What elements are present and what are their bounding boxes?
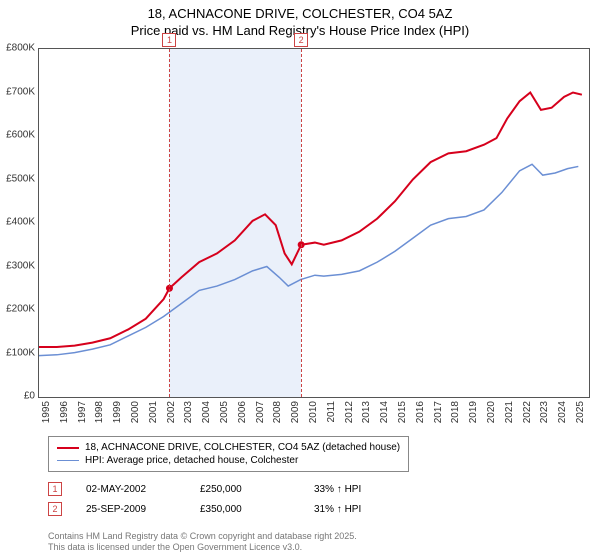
x-tick-label: 2009 xyxy=(290,401,301,423)
sales-table: 1 02-MAY-2002 £250,000 33% ↑ HPI 2 25-SE… xyxy=(48,482,404,522)
x-tick-label: 1999 xyxy=(112,401,123,423)
sale-marker-box: 1 xyxy=(48,482,62,496)
marker-box: 1 xyxy=(162,33,176,47)
chart-container: 18, ACHNACONE DRIVE, COLCHESTER, CO4 5AZ… xyxy=(0,0,600,560)
x-tick-label: 2006 xyxy=(237,401,248,423)
x-tick-label: 1995 xyxy=(41,401,52,423)
x-tick-label: 2025 xyxy=(575,401,586,423)
x-tick-label: 2017 xyxy=(433,401,444,423)
x-tick-label: 2003 xyxy=(183,401,194,423)
sale-delta: 33% ↑ HPI xyxy=(314,484,404,495)
x-tick-label: 2001 xyxy=(148,401,159,423)
sale-marker-box: 2 xyxy=(48,502,62,516)
x-tick-label: 2024 xyxy=(557,401,568,423)
series-price_paid xyxy=(39,93,582,347)
x-tick-label: 1998 xyxy=(94,401,105,423)
x-tick-label: 2023 xyxy=(539,401,550,423)
y-tick-label: £200K xyxy=(1,304,35,315)
x-tick-label: 2015 xyxy=(397,401,408,423)
x-tick-label: 2020 xyxy=(486,401,497,423)
x-tick-label: 2021 xyxy=(504,401,515,423)
x-tick-label: 1997 xyxy=(77,401,88,423)
x-tick-label: 2018 xyxy=(450,401,461,423)
x-tick-label: 2004 xyxy=(201,401,212,423)
x-tick-label: 2014 xyxy=(379,401,390,423)
marker-line xyxy=(169,49,170,397)
y-tick-label: £100K xyxy=(1,347,35,358)
legend-label: 18, ACHNACONE DRIVE, COLCHESTER, CO4 5AZ… xyxy=(85,442,400,453)
legend-swatch xyxy=(57,447,79,449)
x-tick-label: 2005 xyxy=(219,401,230,423)
legend-item: HPI: Average price, detached house, Colc… xyxy=(57,454,400,467)
y-tick-label: £700K xyxy=(1,86,35,97)
x-tick-label: 2010 xyxy=(308,401,319,423)
sale-price: £350,000 xyxy=(200,504,290,515)
sale-date: 02-MAY-2002 xyxy=(86,484,176,495)
legend-label: HPI: Average price, detached house, Colc… xyxy=(85,455,298,466)
title-line-1: 18, ACHNACONE DRIVE, COLCHESTER, CO4 5AZ xyxy=(0,6,600,23)
x-tick-label: 2000 xyxy=(130,401,141,423)
footer-line-2: This data is licensed under the Open Gov… xyxy=(48,542,357,554)
x-tick-label: 2007 xyxy=(255,401,266,423)
marker-line xyxy=(301,49,302,397)
legend-item: 18, ACHNACONE DRIVE, COLCHESTER, CO4 5AZ… xyxy=(57,441,400,454)
sale-delta: 31% ↑ HPI xyxy=(314,504,404,515)
x-tick-label: 2012 xyxy=(344,401,355,423)
plot-area: 12 xyxy=(38,48,590,398)
x-tick-label: 2016 xyxy=(415,401,426,423)
series-lines xyxy=(39,49,589,397)
series-hpi xyxy=(39,164,578,355)
footer-line-1: Contains HM Land Registry data © Crown c… xyxy=(48,531,357,543)
y-tick-label: £0 xyxy=(1,391,35,402)
sale-row: 1 02-MAY-2002 £250,000 33% ↑ HPI xyxy=(48,482,404,496)
x-tick-label: 2011 xyxy=(326,401,337,423)
sale-price: £250,000 xyxy=(200,484,290,495)
sale-date: 25-SEP-2009 xyxy=(86,504,176,515)
x-tick-label: 2013 xyxy=(361,401,372,423)
x-tick-label: 1996 xyxy=(59,401,70,423)
y-tick-label: £600K xyxy=(1,130,35,141)
marker-box: 2 xyxy=(294,33,308,47)
sale-row: 2 25-SEP-2009 £350,000 31% ↑ HPI xyxy=(48,502,404,516)
legend: 18, ACHNACONE DRIVE, COLCHESTER, CO4 5AZ… xyxy=(48,436,409,472)
y-tick-label: £500K xyxy=(1,173,35,184)
x-tick-label: 2019 xyxy=(468,401,479,423)
y-tick-label: £400K xyxy=(1,217,35,228)
x-tick-label: 2002 xyxy=(166,401,177,423)
x-tick-label: 2008 xyxy=(272,401,283,423)
footer: Contains HM Land Registry data © Crown c… xyxy=(48,531,357,554)
y-tick-label: £800K xyxy=(1,43,35,54)
x-tick-label: 2022 xyxy=(522,401,533,423)
legend-swatch xyxy=(57,460,79,461)
y-tick-label: £300K xyxy=(1,260,35,271)
